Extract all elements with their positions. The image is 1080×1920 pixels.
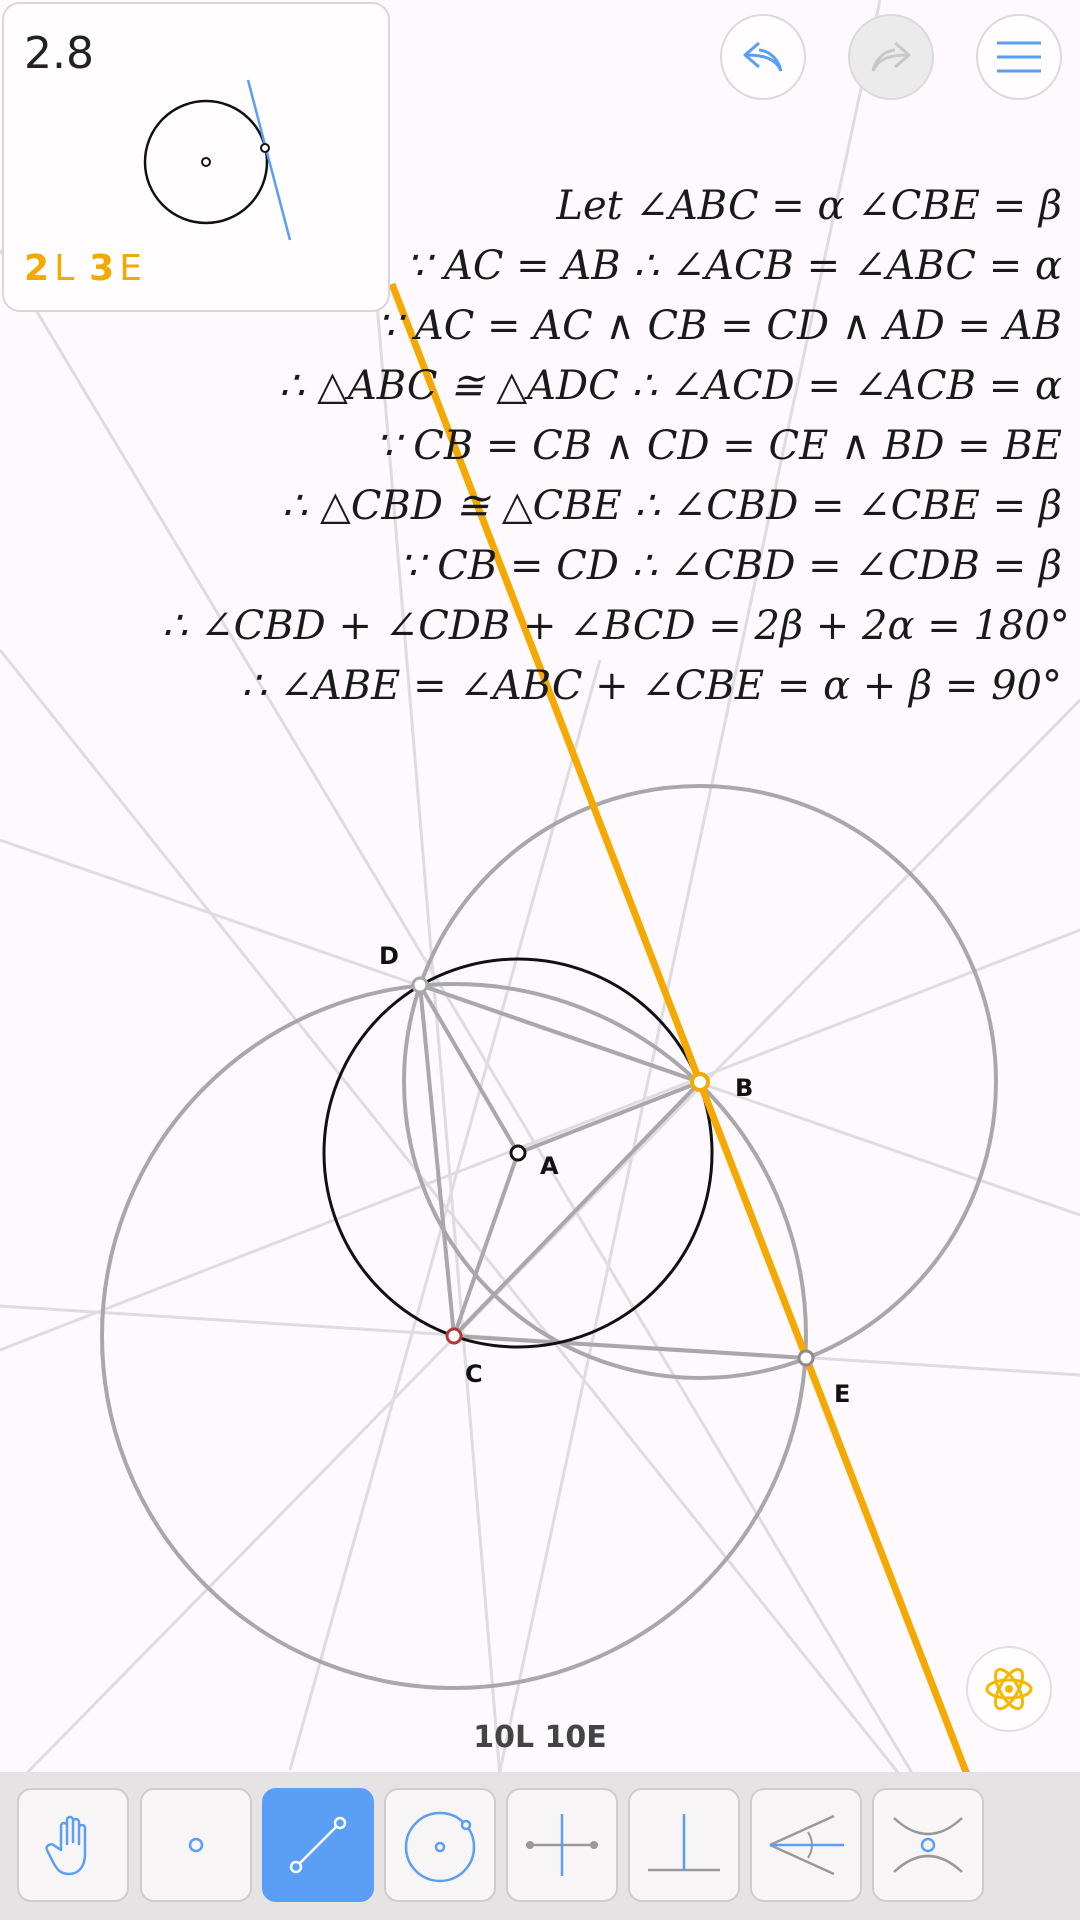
redo-arrow-icon [871,41,911,72]
undo-button[interactable] [720,14,806,100]
point-tool[interactable] [140,1788,252,1902]
circle-centered-b [402,784,998,1380]
move-score: 10L 10E [473,1720,607,1755]
circle-icon [404,1811,476,1883]
circle-tool[interactable] [384,1788,496,1902]
point-e [797,1349,815,1367]
intersection-icon [893,1817,963,1873]
proof-line: ∵ CB = CD ∴ ∠CBD = ∠CDB = β [399,543,1062,589]
perpendicular-tool[interactable] [628,1788,740,1902]
segment-ac [452,1152,520,1337]
angle-bisector-tool[interactable] [750,1788,862,1902]
point-d [411,976,429,994]
point-b [690,1072,710,1092]
goal-elements-unit: E [119,248,143,289]
segment-ab [517,1080,701,1155]
point-c [445,1327,463,1345]
proof-line: ∴ ∠ABE = ∠ABC + ∠CBE = α + β = 90° [241,663,1062,709]
line-icon [289,1816,347,1874]
goal-lines-count: 2 [24,248,51,289]
level-number: 2.8 [24,28,94,79]
proof-line: ∵ CB = CB ∧ CD = CE ∧ BD = BE [375,423,1062,469]
goal-elements-count: 3 [89,248,116,289]
proof-line: ∴ △CBD ≅ △CBE ∴ ∠CBD = ∠CBE = β [281,483,1062,529]
hamburger-menu-icon [997,41,1041,73]
line-tool[interactable] [262,1788,374,1902]
points[interactable] [411,976,815,1367]
point-icon [188,1837,204,1853]
segment-dc [418,984,456,1337]
hand-icon [45,1815,87,1876]
segment-cb [452,1080,702,1338]
given-circle [322,957,714,1349]
toolbar [0,1772,1080,1920]
intersection-tool[interactable] [872,1788,984,1902]
level-preview-icon [143,79,292,241]
atom-icon [985,1667,1033,1711]
perpendicular-icon [648,1814,720,1872]
proof-line: Let ∠ABC = α ∠CBE = β [556,183,1062,229]
perpendicular-bisector-icon [526,1814,598,1876]
perpendicular-bisector-tool[interactable] [506,1788,618,1902]
undo-arrow-icon [743,41,783,72]
point-label-b: B [735,1074,754,1102]
redo-button[interactable] [848,14,934,100]
tangent-line [388,282,997,1844]
point-a [509,1144,527,1162]
point-label-a: A [540,1152,559,1180]
proof-line: ∵ AC = AB ∴ ∠ACB = ∠ABC = α [405,243,1062,289]
proof-text: Let ∠ABC = α ∠CBE = β ∵ AC = AB ∴ ∠ACB =… [162,176,1070,716]
point-label-c: C [465,1360,483,1388]
goal-lines-unit: L [54,248,76,289]
segment-da [418,983,520,1155]
segment-ce [453,1334,807,1360]
point-label-d: D [379,942,399,970]
menu-button[interactable] [976,14,1062,100]
segment-db [419,983,701,1084]
angle-bisector-icon [769,1814,844,1876]
construction-circles [100,784,998,1690]
hint-button[interactable] [966,1646,1052,1732]
proof-line: ∴ ∠CBD + ∠CDB + ∠BCD = 2β + 2α = 180° [162,603,1070,649]
point-label-e: E [834,1380,851,1408]
hand-tool[interactable] [17,1788,129,1902]
circle-centered-c [100,982,808,1690]
proof-line: ∴ △ABC ≅ △ADC ∴ ∠ACD = ∠ACB = α [278,363,1062,409]
construction-segments [418,983,807,1360]
proof-line: ∵ AC = AC ∧ CB = CD ∧ AD = AB [376,303,1062,349]
